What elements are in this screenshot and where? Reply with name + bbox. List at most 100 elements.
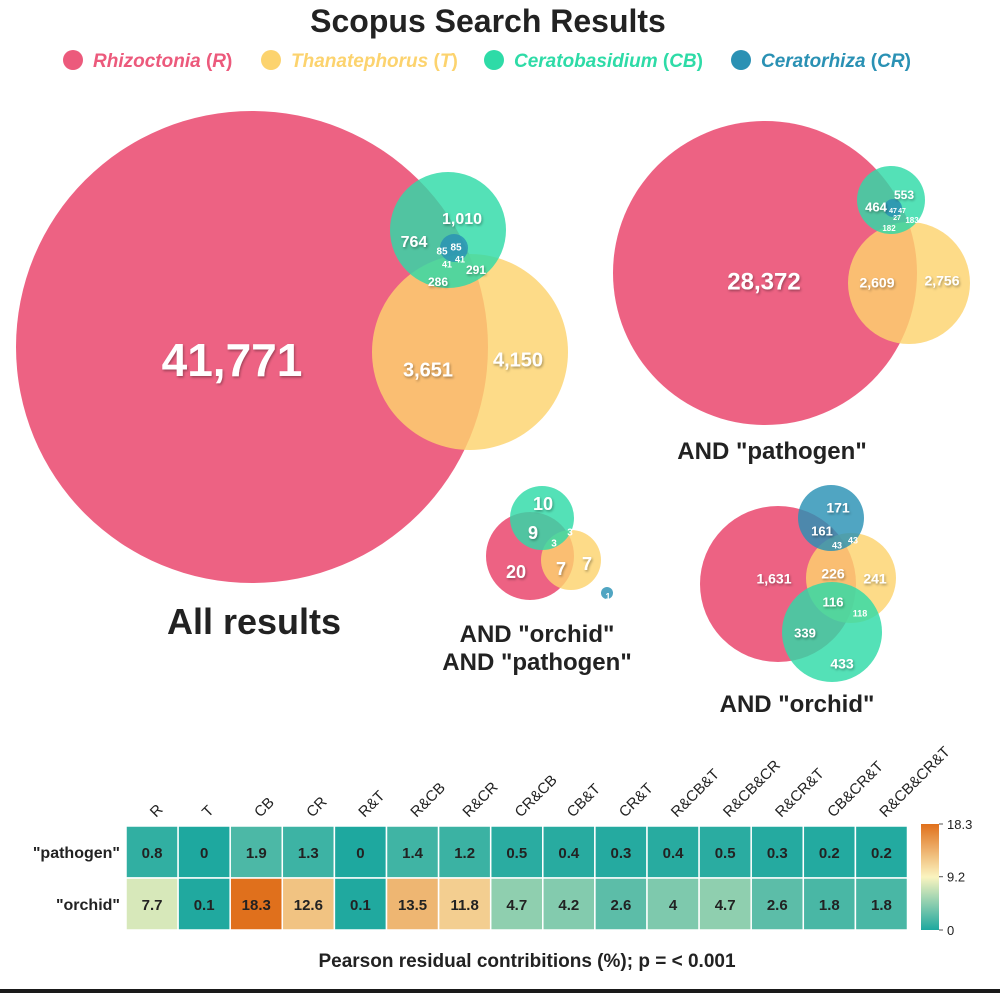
heatmap-col-label: T	[199, 802, 218, 821]
legend-swatch-cr	[731, 50, 751, 70]
heatmap-cell-value: 0.5	[715, 845, 736, 862]
venn-count-cb-t: 3	[567, 528, 573, 539]
heatmap-col-label: R&CB&CR&T	[876, 743, 953, 820]
heatmap-cell	[750, 877, 805, 931]
heatmap-cell-value: 1.4	[402, 845, 424, 862]
venn-count-cb: 1,010	[442, 211, 482, 228]
heatmap-cell-value: 0	[200, 845, 208, 862]
heatmap-col-label: CR	[303, 793, 330, 820]
venn-count-r-cb: 9	[528, 523, 538, 543]
venn-circle-r	[613, 121, 917, 425]
heatmap-cell-value: 0.3	[611, 845, 632, 862]
venn-count-cr: 1	[605, 591, 610, 601]
heatmap-cell-value: 0.4	[663, 845, 685, 862]
heatmap-cell	[750, 825, 805, 879]
venn-count-cb: 553	[894, 188, 914, 202]
heatmap-xlabel: Pearson residual contribitions (%); p = …	[318, 951, 735, 972]
venn-count-t: 4,150	[493, 349, 543, 371]
venn-count-r: 20	[506, 562, 526, 582]
venn-count-r-cb-t: 3	[551, 539, 557, 550]
legend-label-cb: Ceratobasidium (CB)	[514, 51, 703, 72]
heatmap-cell	[125, 877, 179, 931]
heatmap-cell	[489, 877, 544, 931]
venn-count-cb-t: 291	[466, 263, 486, 277]
heatmap-cell	[802, 825, 857, 879]
venn-count-r: 28,372	[727, 268, 800, 295]
heatmap-cell-value: 2.6	[611, 897, 632, 914]
venn-caption: AND "orchid"	[460, 621, 615, 648]
heatmap-cell-value: 4.2	[558, 897, 579, 914]
heatmap-cell-value: 11.8	[450, 897, 478, 914]
bottom-rule	[0, 989, 1000, 993]
heatmap-cell	[437, 825, 492, 879]
heatmap-cell	[854, 825, 909, 879]
venn-caption: AND "pathogen"	[442, 649, 631, 676]
heatmap-cell-value: 18.3	[242, 897, 271, 914]
heatmap-cell-value: 0.2	[871, 845, 892, 862]
venn-count-r-t: 3,651	[403, 359, 453, 381]
venn-circle-r	[16, 111, 488, 583]
heatmap-cell-value: 0.3	[767, 845, 788, 862]
colorbar-tick-label: 18.3	[947, 817, 972, 832]
heatmap-cell	[802, 877, 857, 931]
heatmap-cell	[333, 825, 388, 879]
legend-swatch-cb	[484, 50, 504, 70]
heatmap-cell	[542, 825, 596, 879]
venn-count-r-cb-t: 286	[428, 275, 448, 289]
legend-swatch-t	[261, 50, 281, 70]
venn-count-r-t: 226	[821, 566, 845, 582]
legend-swatch-r	[63, 50, 83, 70]
venn-count-t: 241	[863, 571, 887, 587]
venn-count-r-cr: 161	[811, 523, 833, 538]
heatmap-cell-value: 0.4	[558, 845, 580, 862]
legend-label-cr: Ceratorhiza (CR)	[761, 51, 911, 72]
venn-circle-cb	[390, 172, 506, 288]
heatmap-cell-value: 0.8	[142, 845, 163, 862]
heatmap-cell	[281, 877, 336, 931]
venn-count-t: 7	[582, 554, 592, 574]
heatmap-cell	[333, 877, 388, 931]
heatmap-cell-value: 4	[669, 897, 678, 914]
venn-circle-cr	[440, 234, 468, 262]
heatmap-cell-value: 13.5	[398, 897, 427, 914]
venn-count-r-cb: 464	[865, 199, 887, 214]
heatmap-col-label: CB&T	[564, 781, 604, 821]
venn-circle-cr	[601, 587, 613, 599]
heatmap-cell-value: 0.1	[350, 897, 371, 914]
venn-circle-t	[848, 222, 970, 344]
heatmap-cell-value: 4.7	[715, 897, 736, 914]
heatmap-cell-value: 2.6	[767, 897, 788, 914]
venn-count-r-cr-t: 27	[893, 215, 901, 222]
venn-count-cb-t: 118	[853, 608, 868, 618]
heatmap-col-label: R&CR	[459, 779, 501, 821]
heatmap-row-label: "pathogen"	[33, 845, 120, 862]
venn-count-cr: 47	[898, 208, 906, 215]
venn-count-r: 41,771	[162, 334, 303, 386]
heatmap: R T CB CR R&T R&CB R&CR CR&CB CB&T CR&T R&CB&T R&CB…	[33, 743, 972, 972]
heatmap-cell-value: 7.7	[142, 897, 163, 914]
legend-label-r: Rhizoctonia (R)	[93, 51, 232, 72]
heatmap-cell-value: 0.1	[194, 897, 215, 914]
heatmap-row-label: "orchid"	[56, 897, 120, 914]
heatmap-col-label: CR&T	[616, 780, 657, 821]
venn-count-r-cb-t: 182	[882, 224, 896, 233]
colorbar-tick-label: 9.2	[947, 870, 965, 885]
venn-count-r-t: 2,609	[859, 275, 894, 291]
venn-count-r-cb: 339	[794, 625, 816, 640]
heatmap-cell-value: 0.5	[506, 845, 527, 862]
heatmap-col-label: CR&CB	[512, 772, 561, 821]
venn-circle-cr	[798, 485, 864, 551]
heatmap-cell-value: 1.3	[298, 845, 319, 862]
venn-count-cb-t: 183	[905, 216, 919, 225]
heatmap-cell	[854, 877, 909, 931]
heatmap-cell	[542, 877, 596, 931]
heatmap-col-label: R&T	[355, 788, 388, 821]
colorbar	[921, 824, 939, 930]
venn-count-r-cb-t: 116	[823, 594, 844, 609]
heatmap-cell-value: 4.7	[506, 897, 527, 914]
